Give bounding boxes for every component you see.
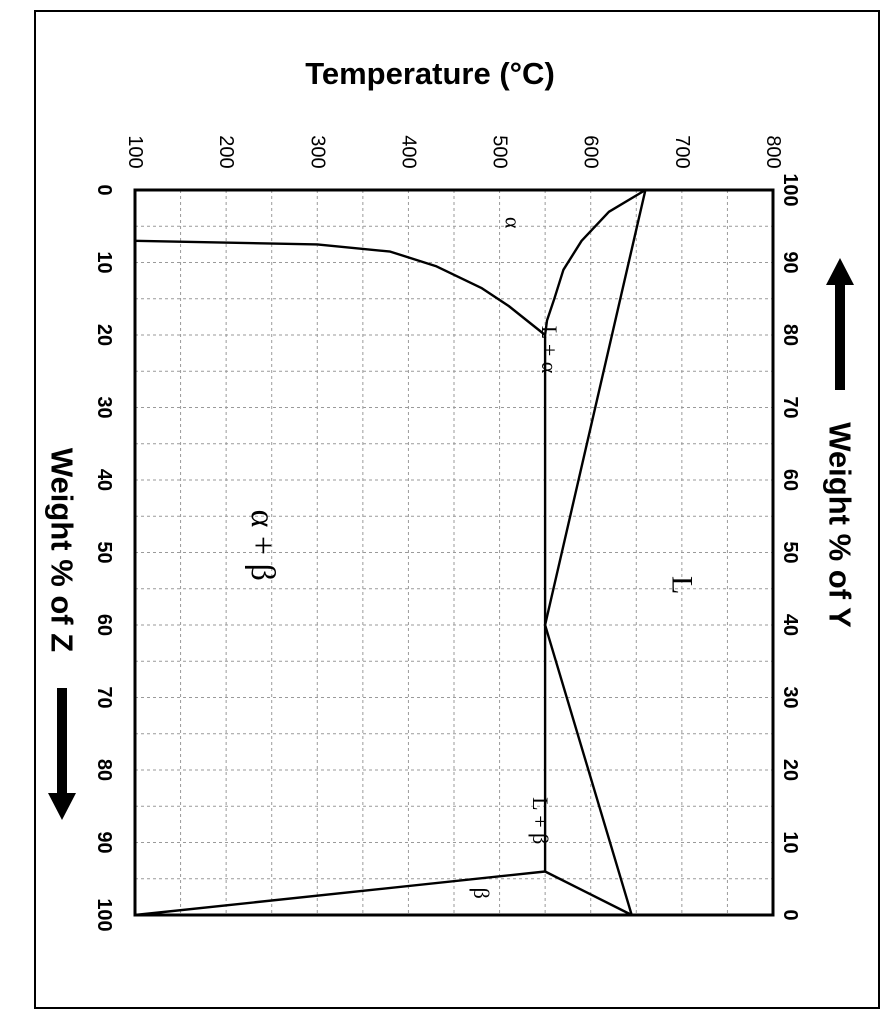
- arrow-down-icon: [48, 688, 76, 820]
- weight-y-tick-label: 90: [779, 251, 801, 273]
- weight-y-tick-label: 20: [779, 759, 801, 781]
- weight-y-tick-label: 40: [779, 614, 801, 636]
- phase-boundary-line: [544, 870, 633, 917]
- weight-z-tick-label: 60: [93, 614, 115, 636]
- weight-y-tick-label: 30: [779, 686, 801, 708]
- temperature-tick-label: 700: [671, 135, 693, 168]
- phase-region-labels: α L + α α + β L L + β β: [244, 217, 698, 899]
- weight-z-tick-label: 70: [93, 686, 115, 708]
- weight-z-tick-label: 40: [93, 469, 115, 491]
- temperature-tick-label: 300: [306, 135, 328, 168]
- weight-z-tick-label: 90: [93, 831, 115, 853]
- temperature-tick-label: 200: [215, 135, 237, 168]
- phase-boundary-line: [543, 188, 647, 336]
- figure-frame: [34, 10, 880, 1009]
- phase-boundary-line: [543, 624, 633, 916]
- weight-y-tick-label: 100: [779, 173, 801, 206]
- weight-y-tick-label: 10: [779, 831, 801, 853]
- weight-z-tick-label: 30: [93, 396, 115, 418]
- weight-y-tick-label: 50: [779, 541, 801, 563]
- temperature-tick-label: 100: [124, 135, 146, 168]
- temperature-tick-label: 600: [580, 135, 602, 168]
- temperature-tick-label: 800: [762, 135, 784, 168]
- plot-area-border: [133, 188, 775, 917]
- weight-y-tick-label: 70: [779, 396, 801, 418]
- weight-y-axis-title: Weight % of Y: [823, 422, 858, 628]
- phase-boundary-line: [134, 239, 546, 336]
- weight-y-tick-label: 60: [779, 469, 801, 491]
- phase-region-label: α + β: [244, 510, 281, 581]
- phase-region-label: L + α: [537, 326, 562, 374]
- grid: [135, 190, 773, 915]
- temperature-tick-label: 500: [489, 135, 511, 168]
- temperature-tick-labels: 100 200 300 400 500 600 700 800: [124, 135, 784, 168]
- phase-boundaries: [134, 188, 647, 917]
- weight-z-axis-title: Weight % of Z: [45, 448, 80, 652]
- phase-region-label: L + β: [528, 797, 553, 844]
- phase-region-label: β: [469, 888, 494, 899]
- weight-y-tick-label: 0: [779, 909, 801, 920]
- weight-z-tick-label: 80: [93, 759, 115, 781]
- temperature-tick-label: 400: [397, 135, 419, 168]
- phase-boundary-line: [134, 870, 546, 917]
- weight-y-axis-title-group: Weight % of Y: [823, 258, 858, 628]
- weight-z-tick-label: 0: [93, 184, 115, 195]
- weight-y-tick-label: 80: [779, 324, 801, 346]
- weight-z-tick-labels: 0 10 20 30 40 50 60 70 80 90 100: [93, 184, 115, 931]
- arrow-up-icon: [826, 258, 854, 390]
- phase-boundary-line: [543, 189, 647, 626]
- weight-z-tick-label: 100: [93, 898, 115, 931]
- temperature-axis-title: Temperature (°C): [305, 56, 555, 91]
- weight-z-tick-label: 10: [93, 251, 115, 273]
- weight-z-tick-label: 20: [93, 324, 115, 346]
- weight-z-tick-label: 50: [93, 541, 115, 563]
- phase-region-label: α: [501, 217, 526, 229]
- phase-region-label: L: [665, 576, 698, 594]
- weight-z-axis-title-group: Weight % of Z: [45, 448, 80, 820]
